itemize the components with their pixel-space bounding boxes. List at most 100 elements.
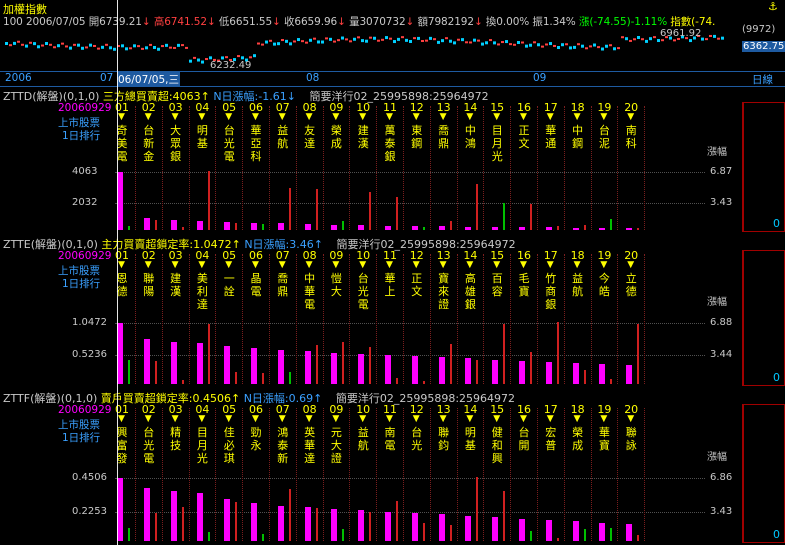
stock-name[interactable]: 一 詮 (223, 272, 235, 298)
timeline-bar[interactable]: 2006 07 06/07/05,三 08 09 日線 (0, 71, 785, 87)
value-bar[interactable] (385, 355, 391, 384)
stock-name[interactable]: 興 富 發 (116, 426, 128, 465)
value-bar[interactable] (358, 354, 365, 384)
value-bar[interactable] (411, 356, 418, 384)
value-bar[interactable] (519, 361, 525, 384)
value-bar[interactable] (277, 350, 284, 384)
stock-name[interactable]: 萬 泰 銀 (384, 124, 396, 163)
stock-name[interactable]: 竹 商 銀 (545, 272, 557, 311)
stock-name[interactable]: 目 月 光 (491, 124, 503, 163)
value-bar[interactable] (304, 224, 311, 230)
stock-name[interactable]: 勁 永 (250, 426, 262, 452)
value-bar[interactable] (277, 506, 284, 541)
value-bar[interactable] (519, 519, 525, 541)
stock-name[interactable]: 台 光 電 (143, 426, 155, 465)
value-bar[interactable] (197, 343, 204, 384)
stock-name[interactable]: 奇 美 電 (116, 124, 128, 163)
stock-name[interactable]: 宏 普 (545, 426, 557, 452)
stock-name[interactable]: 益 航 (572, 272, 584, 298)
value-bar[interactable] (385, 226, 391, 230)
value-bar[interactable] (143, 488, 150, 541)
stock-name[interactable]: 目 月 光 (196, 426, 208, 465)
value-bar[interactable] (197, 221, 204, 230)
value-bar[interactable] (572, 521, 579, 541)
value-bar[interactable] (438, 357, 445, 384)
value-bar[interactable] (545, 362, 552, 384)
value-bar[interactable] (626, 524, 633, 541)
value-bar[interactable] (251, 348, 257, 384)
value-bar[interactable] (599, 523, 606, 541)
stock-name[interactable]: 華 寶 (598, 426, 610, 452)
stock-name[interactable]: 聯 鈞 (438, 426, 450, 452)
stock-name[interactable]: 台 新 金 (143, 124, 155, 163)
value-bar[interactable] (143, 339, 150, 384)
stock-name[interactable]: 華 通 (545, 124, 557, 150)
value-bar[interactable] (572, 228, 579, 230)
stock-name[interactable]: 正 文 (518, 124, 530, 150)
stock-name[interactable]: 百 容 (491, 272, 503, 298)
value-bar[interactable] (170, 342, 177, 384)
stock-name[interactable]: 健 和 興 (491, 426, 503, 465)
value-bar[interactable] (358, 510, 365, 541)
value-bar[interactable] (492, 227, 499, 230)
value-bar[interactable] (304, 351, 311, 384)
stock-name[interactable]: 今 皓 (598, 272, 610, 298)
value-bar[interactable] (170, 491, 177, 541)
value-bar[interactable] (170, 220, 177, 230)
value-bar[interactable] (385, 512, 391, 541)
stock-name[interactable]: 明 基 (464, 426, 476, 452)
stock-name[interactable]: 愷 大 (330, 272, 342, 298)
value-bar[interactable] (572, 363, 579, 384)
value-bar[interactable] (438, 514, 445, 541)
stock-name[interactable]: 正 文 (411, 272, 423, 298)
stock-name[interactable]: 榮 成 (572, 426, 584, 452)
value-bar[interactable] (117, 323, 123, 384)
stock-name[interactable]: 晶 電 (250, 272, 262, 298)
stock-name[interactable]: 南 科 (625, 124, 637, 150)
value-bar[interactable] (117, 478, 123, 541)
stock-name[interactable]: 台 開 (518, 426, 530, 452)
stock-name[interactable]: 明 基 (196, 124, 208, 150)
value-bar[interactable] (438, 226, 445, 230)
anchor-icon[interactable]: ⚓ (768, 0, 778, 13)
value-bar[interactable] (277, 223, 284, 230)
stock-name[interactable]: 喬 鼎 (438, 124, 450, 150)
panel-plot-area[interactable] (0, 404, 743, 543)
stock-name[interactable]: 東 鋼 (411, 124, 423, 150)
stock-name[interactable]: 大 眾 銀 (170, 124, 182, 163)
stock-name[interactable]: 美 利 達 (196, 272, 208, 311)
panel-plot-area[interactable] (0, 250, 743, 386)
value-bar[interactable] (331, 225, 338, 230)
stock-name[interactable]: 中 鴻 (464, 124, 476, 150)
value-bar[interactable] (599, 228, 606, 230)
stock-name[interactable]: 建 漢 (357, 124, 369, 150)
value-bar[interactable] (224, 499, 231, 541)
value-bar[interactable] (411, 226, 418, 230)
stock-name[interactable]: 立 德 (625, 272, 637, 298)
stock-name[interactable]: 台 光 電 (357, 272, 369, 311)
stock-name[interactable]: 聯 詠 (625, 426, 637, 452)
stock-name[interactable]: 建 漢 (170, 272, 182, 298)
stock-name[interactable]: 聯 陽 (143, 272, 155, 298)
stock-name[interactable]: 中 鋼 (572, 124, 584, 150)
value-bar[interactable] (224, 222, 231, 230)
stock-name[interactable]: 鴻 泰 新 (277, 426, 289, 465)
stock-name[interactable]: 喬 鼎 (277, 272, 289, 298)
value-bar[interactable] (411, 513, 418, 541)
value-bar[interactable] (358, 225, 365, 230)
value-bar[interactable] (492, 517, 499, 541)
value-bar[interactable] (599, 364, 606, 384)
stock-name[interactable]: 台 泥 (598, 124, 610, 150)
stock-name[interactable]: 寶 來 證 (438, 272, 450, 311)
stock-name[interactable]: 華 上 (384, 272, 396, 298)
mini-index-chart[interactable]: 6961.92 6232.49 (0, 28, 740, 70)
stock-name[interactable]: 南 電 (384, 426, 396, 452)
value-bar[interactable] (519, 227, 525, 230)
stock-name[interactable]: 精 技 (170, 426, 182, 452)
stock-name[interactable]: 台 光 電 (223, 124, 235, 163)
stock-name[interactable]: 佳 必 琪 (223, 426, 235, 465)
value-bar[interactable] (331, 353, 338, 384)
stock-name[interactable]: 榮 成 (330, 124, 342, 150)
value-bar[interactable] (117, 172, 123, 230)
value-bar[interactable] (545, 227, 552, 230)
